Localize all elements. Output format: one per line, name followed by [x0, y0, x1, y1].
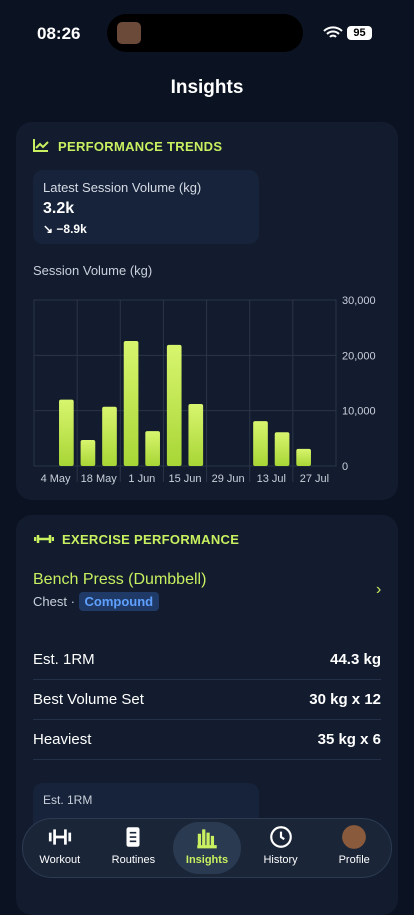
section-title: PERFORMANCE TRENDS [58, 139, 223, 154]
x-tick-label: 27 Jul [300, 473, 329, 485]
performance-card: PERFORMANCE TRENDS Latest Session Volume… [16, 122, 398, 500]
tab-label: History [263, 854, 298, 866]
battery: 95 [347, 26, 372, 40]
tab[interactable]: History [247, 822, 315, 874]
row-label: Heaviest [33, 731, 92, 748]
tab-label: Profile [338, 854, 370, 866]
x-tick-label: 15 Jun [168, 473, 201, 485]
x-tick-label: 4 May [41, 473, 71, 485]
bar [102, 406, 117, 466]
bar [59, 399, 74, 466]
chart: 0 10,000 20,000 30,000 4 May 18 May 1 Jun 15 Ju… [33, 295, 376, 485]
tab-bar: Workout Routines Insights History Profile [22, 818, 392, 878]
bar [166, 344, 182, 466]
row-value: 44.3 kg [330, 651, 381, 668]
tab-icon [269, 826, 292, 848]
page-title: Insights [170, 77, 244, 98]
tag: Compound [78, 592, 160, 611]
x-tick-label: 29 Jun [212, 473, 245, 485]
next-label: Est. 1RM [43, 793, 93, 807]
y-tick-label: 20,000 [342, 350, 376, 362]
bar [296, 448, 311, 466]
exercise-name[interactable]: Bench Press (Dumbbell) [33, 571, 207, 588]
x-tick-label: 1 Jun [128, 473, 155, 485]
y-tick-label: 0 [342, 461, 348, 473]
tab[interactable]: Workout [26, 822, 94, 874]
row-label: Est. 1RM [33, 651, 95, 668]
row-label: Best Volume Set [33, 691, 144, 708]
tab[interactable]: Routines [99, 822, 167, 874]
x-tick-label: 18 May [81, 473, 118, 485]
stat-box: Latest Session Volume (kg) 3.2k ↘ −8.9k [33, 170, 259, 244]
stat-label: Latest Session Volume (kg) [43, 180, 202, 195]
tab[interactable]: Profile [320, 822, 388, 874]
stat-change: ↘ −8.9k [43, 222, 87, 236]
row-value: 35 kg x 6 [317, 731, 381, 748]
section-title: EXERCISE PERFORMANCE [62, 532, 240, 547]
tab-icon [48, 829, 71, 845]
wifi-icon [323, 26, 343, 38]
x-tick-label: 13 Jul [257, 473, 286, 485]
bar [80, 439, 96, 466]
tab-icon [126, 827, 140, 847]
tab-label: Insights [185, 854, 229, 866]
dynamic-island [107, 14, 303, 52]
row-value: 30 kg x 12 [309, 691, 381, 708]
trend-icon [33, 139, 49, 152]
muscle: Chest · Compound [33, 592, 160, 611]
stat-value: 3.2k [43, 200, 75, 217]
bar [188, 404, 204, 466]
bar [253, 421, 268, 466]
stat-row: Est. 1RM 44.3 kg [33, 640, 381, 680]
tab-icon [197, 829, 217, 849]
y-tick-label: 10,000 [342, 406, 376, 418]
stat-row: Best Volume Set 30 kg x 12 [33, 680, 381, 720]
bar [145, 431, 160, 466]
chart-title: Session Volume (kg) [33, 263, 153, 278]
stat-row: Heaviest 35 kg x 6 [33, 720, 381, 760]
plot-frame [33, 299, 337, 467]
muscle-text: Chest [33, 594, 67, 609]
bar [274, 432, 290, 466]
bar [123, 340, 139, 466]
tab-label: Routines [111, 854, 156, 866]
stat-change-value: −8.9k [56, 222, 87, 236]
tab[interactable]: Insights [172, 822, 241, 874]
chevron[interactable]: › [376, 581, 382, 598]
y-tick-label: 30,000 [342, 295, 376, 307]
dumbbell-icon [34, 535, 54, 543]
tab-label: Workout [39, 854, 81, 866]
tab-icon [342, 825, 367, 849]
time: 08:26 [37, 24, 81, 43]
